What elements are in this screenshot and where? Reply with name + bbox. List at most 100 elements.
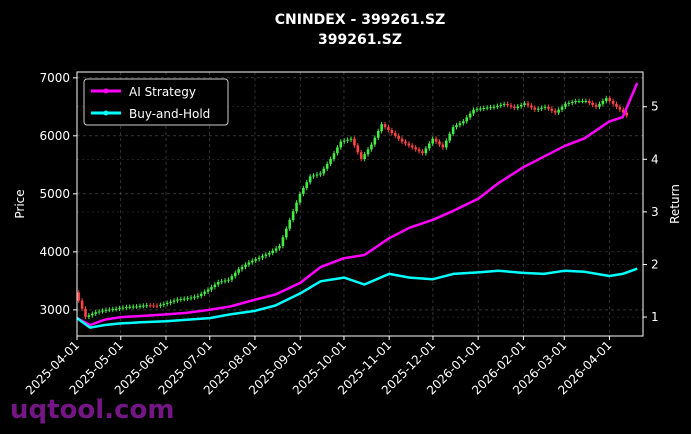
price-candle	[421, 151, 424, 154]
y-tick-label: 3000	[39, 303, 70, 317]
price-candle	[131, 306, 135, 308]
price-candle	[506, 103, 509, 106]
price-candle	[353, 138, 356, 146]
price-candle	[536, 108, 540, 110]
price-candle	[502, 103, 506, 105]
y-tick-label: 4000	[39, 245, 70, 259]
price-candle	[366, 149, 370, 155]
price-candle	[363, 154, 366, 160]
legend-marker-buy-and-hold	[103, 110, 109, 116]
price-candle	[387, 127, 390, 131]
y-axis-ticks: 3000 4000 5000 6000 7000	[39, 71, 77, 317]
price-candle	[359, 152, 363, 160]
y2-axis-label: Return	[668, 184, 682, 224]
y2-tick-label: 1	[651, 310, 659, 324]
price-candle	[468, 113, 472, 118]
price-candle	[543, 106, 547, 108]
price-candle	[410, 145, 414, 148]
legend-label-ai-strategy: AI Strategy	[129, 85, 196, 99]
price-candle	[564, 103, 567, 107]
price-candle	[91, 313, 94, 316]
price-candle	[417, 149, 421, 152]
price-candle	[622, 109, 625, 113]
series-lines	[76, 82, 639, 329]
price-candle	[509, 105, 513, 107]
price-candle	[570, 101, 574, 103]
y-axis-label: Price	[13, 189, 27, 218]
y2-tick-label: 4	[651, 152, 659, 166]
price-candle	[342, 140, 346, 142]
price-candle	[414, 147, 417, 150]
price-candle	[274, 248, 278, 251]
price-candle	[254, 259, 257, 261]
price-candle	[400, 138, 404, 142]
price-candle	[492, 106, 496, 108]
y2-axis-ticks: 1 2 3 4 5	[643, 100, 659, 324]
price-candle	[479, 108, 482, 110]
price-candle	[472, 109, 475, 114]
price-candle	[550, 108, 554, 111]
price-candle	[302, 188, 305, 194]
price-candle	[176, 299, 179, 301]
price-candle	[424, 148, 428, 154]
price-candle	[165, 302, 169, 304]
price-candle	[608, 98, 611, 102]
price-candle	[485, 107, 489, 109]
price-candle	[376, 130, 380, 138]
price-candle	[199, 293, 203, 296]
y-tick-label: 5000	[39, 187, 70, 201]
y2-tick-label: 3	[651, 205, 659, 219]
y-tick-label: 7000	[39, 71, 70, 85]
price-candle	[169, 301, 172, 303]
price-candle	[121, 307, 125, 309]
price-candle	[145, 305, 149, 307]
price-candle	[247, 262, 251, 265]
price-candle	[346, 139, 349, 141]
price-candle	[114, 308, 118, 310]
price-candle	[118, 308, 121, 310]
price-candle	[257, 257, 261, 260]
price-candle	[482, 107, 486, 109]
price-candle	[325, 163, 329, 169]
price-candle	[390, 130, 394, 133]
price-candle	[625, 112, 629, 116]
price-candle	[370, 144, 373, 150]
price-candle	[84, 308, 87, 317]
price-candle	[339, 141, 343, 148]
price-candle	[108, 309, 111, 311]
price-candle	[465, 117, 469, 122]
price-candle	[244, 264, 247, 267]
price-candle	[80, 300, 84, 309]
price-candle	[97, 311, 101, 313]
price-candle	[336, 147, 339, 154]
price-candle	[104, 309, 108, 311]
price-candle	[285, 228, 288, 238]
price-candle	[462, 121, 465, 124]
price-candle	[431, 138, 434, 144]
price-candle	[393, 132, 397, 136]
price-candle	[216, 282, 220, 285]
series-line-ai-strategy	[76, 82, 639, 327]
price-candle	[230, 276, 234, 280]
price-candle	[349, 138, 353, 140]
price-candle	[94, 312, 98, 314]
price-candle	[499, 104, 503, 106]
price-candle	[329, 159, 332, 164]
price-candle	[319, 173, 322, 175]
price-candle	[179, 299, 183, 301]
price-candle	[530, 105, 533, 108]
price-candle	[172, 300, 176, 302]
price-candle	[278, 246, 281, 249]
price-candle	[557, 109, 560, 113]
price-candle	[77, 292, 81, 301]
price-candle	[186, 298, 189, 300]
price-candle	[312, 175, 315, 177]
price-candle	[101, 310, 104, 312]
price-candle	[567, 102, 571, 104]
price-candle	[594, 104, 598, 107]
price-candle	[574, 101, 577, 103]
price-candle	[196, 295, 200, 297]
price-candle	[618, 106, 622, 110]
price-candle	[233, 272, 237, 277]
price-candle	[291, 211, 295, 220]
